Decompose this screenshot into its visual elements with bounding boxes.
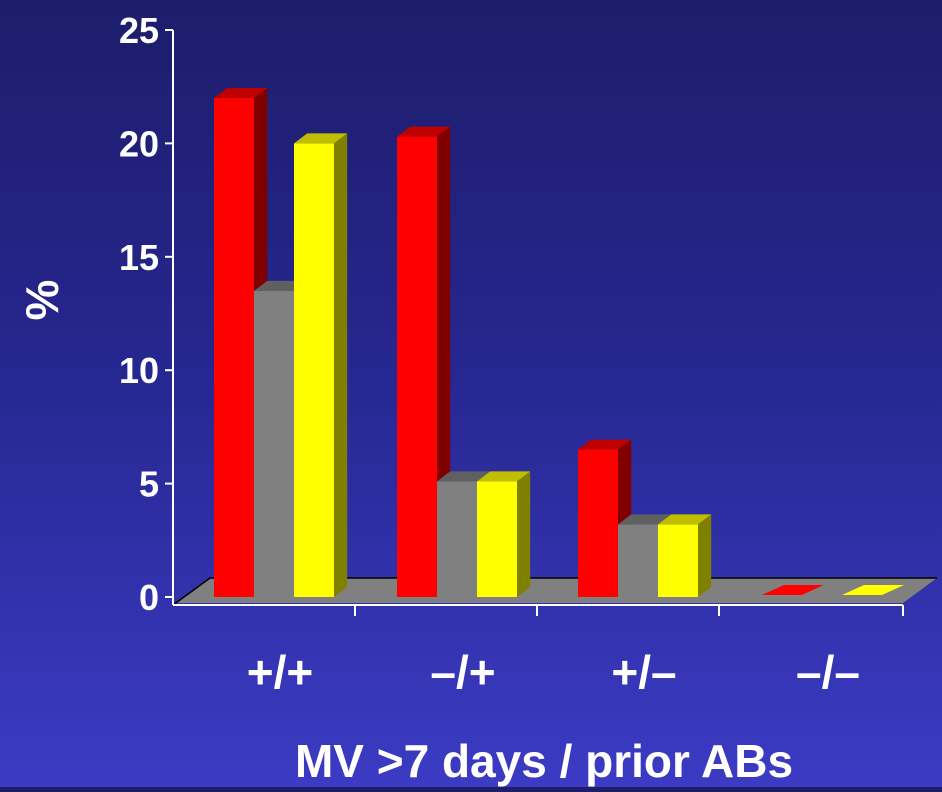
bar [802, 585, 864, 595]
bar [294, 133, 348, 597]
bar-front [254, 290, 294, 597]
bar-top [578, 439, 632, 450]
bar-side [517, 471, 531, 597]
bar-front [578, 449, 618, 597]
bar-front [214, 98, 254, 597]
bar [658, 514, 712, 597]
x-axis: +/+ –/+ +/– –/– [173, 604, 904, 698]
bar-front [437, 481, 477, 597]
y-tick-label: 25 [119, 10, 159, 51]
bar-top [294, 133, 348, 144]
y-tick-label: 0 [139, 577, 159, 618]
bar-top [802, 585, 864, 595]
x-tick-label: –/– [796, 646, 860, 698]
bars [214, 88, 904, 597]
bar-front [658, 524, 698, 597]
y-tick-label: 10 [119, 350, 159, 391]
x-tick-label: +/+ [247, 646, 314, 698]
bar-top [842, 585, 904, 595]
bar-side [698, 514, 712, 597]
bar [397, 126, 451, 597]
bar [762, 585, 824, 595]
y-tick-label: 15 [119, 237, 159, 278]
bar-side [334, 133, 348, 597]
x-tick-label: –/+ [430, 646, 495, 698]
bar [842, 585, 904, 595]
bar-top [477, 471, 531, 482]
bar-front [397, 136, 437, 597]
bar-front [294, 143, 334, 597]
bar-top [762, 585, 824, 595]
bar-front [618, 524, 658, 597]
bar-front [477, 481, 517, 597]
bar-top [437, 471, 491, 482]
y-tick-label: 20 [119, 123, 159, 164]
bar-top [397, 126, 451, 137]
y-tick-label: 5 [139, 464, 159, 505]
y-axis-label: % [16, 280, 68, 321]
y-axis: 0 5 10 15 20 25 [119, 10, 174, 618]
x-tick-label: +/– [611, 646, 676, 698]
bar-top [658, 514, 712, 525]
bar-top [254, 280, 308, 291]
bar-top [618, 514, 672, 525]
bar-top [214, 88, 268, 99]
bar [477, 471, 531, 597]
x-axis-label: MV >7 days / prior ABs [295, 735, 793, 787]
floor-plane [173, 578, 937, 605]
